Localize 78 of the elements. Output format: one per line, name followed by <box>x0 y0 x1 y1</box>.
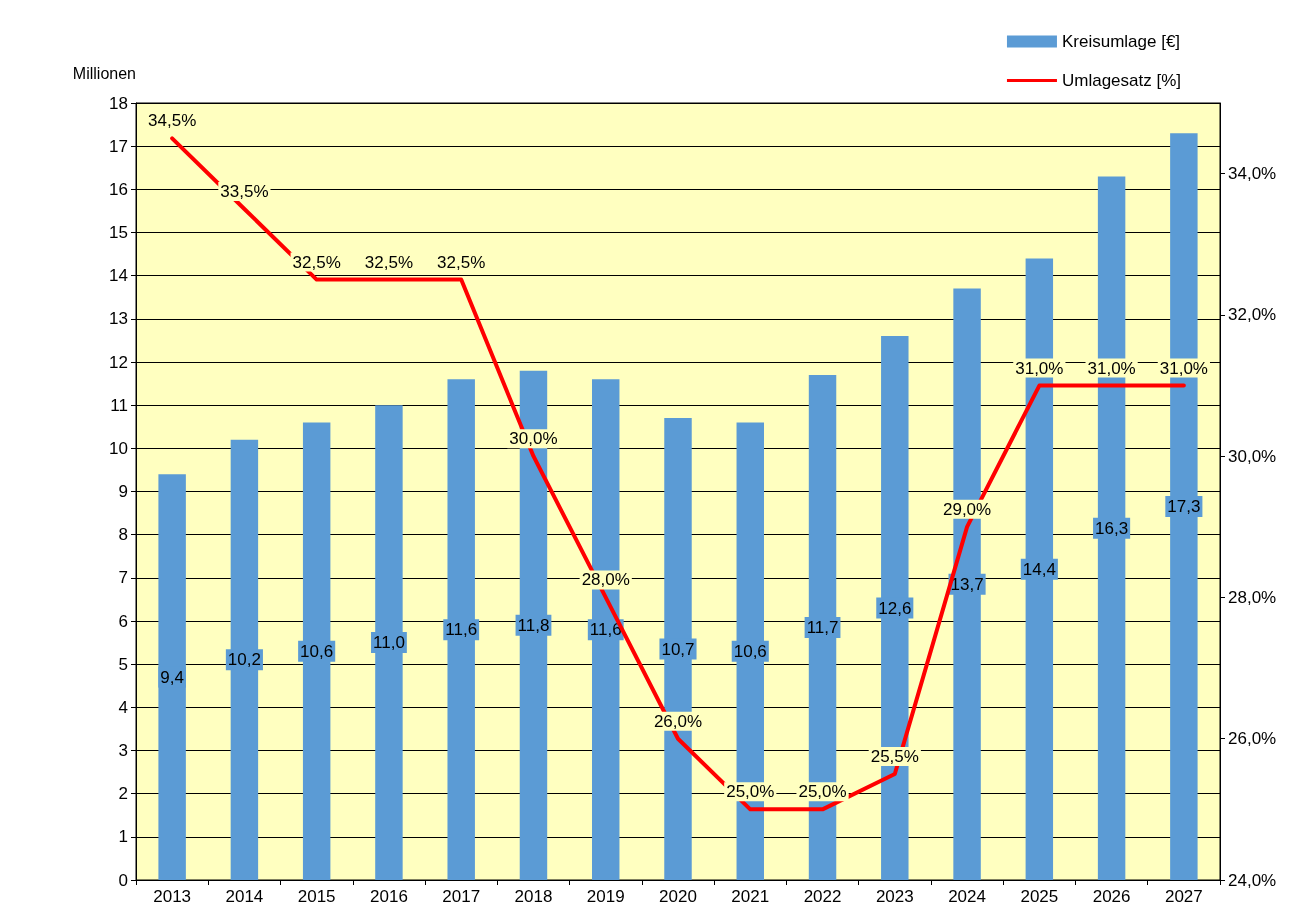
y-tick-label: 18 <box>109 93 128 113</box>
data-label: 10,7 <box>661 639 695 659</box>
y-tick-label: 5 <box>118 654 128 674</box>
bar <box>302 422 331 880</box>
y-tick-label: 3 <box>118 741 128 760</box>
y-tick-label: 6 <box>118 611 128 631</box>
x-tick-label: 2021 <box>731 887 770 906</box>
data-label: 29,0% <box>942 499 992 519</box>
y-axis-title: Millionen <box>72 64 136 82</box>
x-tick-label: 2014 <box>225 887 264 906</box>
x-tick-label: 2023 <box>875 887 914 906</box>
y-tick-label: 8 <box>118 525 128 545</box>
data-label: 14,4 <box>1022 559 1056 579</box>
data-label: 31,0% <box>1087 358 1136 378</box>
data-label: 30,0% <box>509 429 558 449</box>
y-tick-label: 14 <box>109 266 128 286</box>
x-tick-label: 2018 <box>514 887 553 906</box>
x-tick-label: 2027 <box>1164 887 1203 906</box>
x-tick-label: 2020 <box>659 887 697 906</box>
data-label: 31,0% <box>1159 358 1208 378</box>
data-label: 34,5% <box>148 111 197 131</box>
y2-tick-label: 34,0% <box>1228 164 1277 184</box>
data-label: 32,5% <box>437 252 486 272</box>
y2-tick-label: 26,0% <box>1228 729 1277 749</box>
data-label: 32,5% <box>292 252 341 272</box>
y-tick-label: 13 <box>109 309 128 329</box>
data-label: 13,7 <box>950 574 984 594</box>
data-label: 25,0% <box>798 782 847 802</box>
legend-label: Umlagesatz [%] <box>1061 71 1182 90</box>
data-label: 33,5% <box>220 181 269 201</box>
data-label: 28,0% <box>581 570 630 590</box>
y-tick-label: 7 <box>118 568 128 588</box>
data-label: 10,6 <box>300 641 334 661</box>
y-tick-label: 0 <box>118 870 128 890</box>
data-label: 10,2 <box>227 650 261 670</box>
data-label: 16,3 <box>1095 518 1129 538</box>
y-tick-label: 1 <box>118 827 128 847</box>
data-label: 10,6 <box>733 641 767 661</box>
y-tick-label: 10 <box>109 438 128 458</box>
data-label: 25,5% <box>870 747 919 767</box>
y-tick-label: 17 <box>109 136 128 156</box>
x-tick-label: 2026 <box>1092 887 1131 906</box>
bar <box>158 474 186 880</box>
x-tick-label: 2022 <box>803 887 842 906</box>
bar <box>447 379 475 880</box>
data-label: 17,3 <box>1167 497 1201 517</box>
x-tick-label: 2017 <box>442 887 481 906</box>
y-tick-label: 15 <box>109 223 128 242</box>
x-tick-label: 2025 <box>1020 887 1059 906</box>
x-tick-label: 2024 <box>948 887 986 906</box>
data-label: 32,5% <box>364 252 414 272</box>
bar <box>375 405 403 880</box>
legend-label: Kreisumlage [€] <box>1061 32 1181 51</box>
data-label: 31,0% <box>1015 358 1064 378</box>
data-label: 12,6 <box>878 598 912 618</box>
x-tick-label: 2016 <box>370 887 408 906</box>
data-label: 25,0% <box>726 782 775 802</box>
x-tick-label: 2015 <box>297 887 336 906</box>
y-tick-label: 12 <box>109 352 128 372</box>
y-tick-label: 11 <box>110 395 128 415</box>
x-tick-label: 2013 <box>153 887 192 906</box>
data-label: 11,6 <box>445 620 478 640</box>
data-label: 11,6 <box>589 620 622 640</box>
y-tick-label: 4 <box>118 697 128 717</box>
y-tick-label: 16 <box>109 179 128 199</box>
y2-tick-label: 30,0% <box>1228 446 1277 466</box>
y2-tick-label: 28,0% <box>1228 587 1277 607</box>
data-label: 11,0 <box>373 633 405 653</box>
data-label: 11,8 <box>517 615 550 635</box>
x-tick-label: 2019 <box>586 887 625 906</box>
y2-tick-label: 32,0% <box>1228 305 1277 325</box>
data-label: 11,7 <box>806 617 839 637</box>
y2-tick-label: 24,0% <box>1228 870 1277 890</box>
data-label: 9,4 <box>160 667 184 687</box>
bar <box>230 439 259 880</box>
data-label: 26,0% <box>653 711 703 731</box>
y-tick-label: 9 <box>118 482 128 501</box>
y-tick-label: 2 <box>118 784 128 804</box>
